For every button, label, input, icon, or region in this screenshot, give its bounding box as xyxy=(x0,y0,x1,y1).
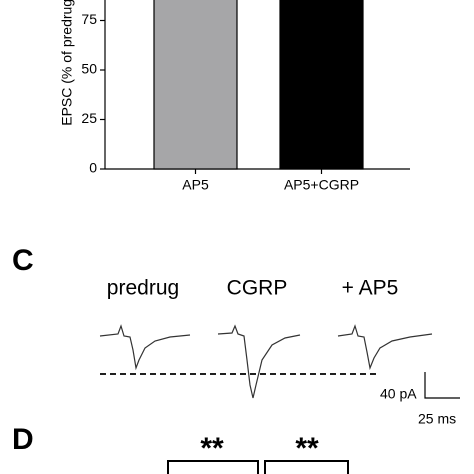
bar xyxy=(279,0,364,170)
bracket xyxy=(167,460,259,474)
panel-label: C xyxy=(12,244,34,277)
condition-label: + AP5 xyxy=(342,277,399,300)
condition-label: CGRP xyxy=(227,277,288,300)
panel-label: D xyxy=(12,423,34,456)
x-tick-label: AP5+CGRP xyxy=(284,177,359,193)
bar xyxy=(153,0,238,170)
y-tick-label: 0 xyxy=(89,160,97,176)
y-axis-label: EPSC (% of predrug) xyxy=(59,0,75,126)
scale-bar xyxy=(424,372,460,399)
y-tick-label: 50 xyxy=(81,61,97,77)
scale-label: 25 ms xyxy=(418,411,456,427)
significance: ** xyxy=(200,432,224,465)
bracket xyxy=(264,460,349,474)
trace xyxy=(337,324,433,371)
y-tick-label: 75 xyxy=(81,11,97,27)
y-tick-label: 25 xyxy=(81,110,97,126)
significance: ** xyxy=(295,432,319,465)
trace xyxy=(99,324,191,371)
scale-label: 40 pA xyxy=(380,386,417,402)
trace xyxy=(217,324,301,399)
x-tick-label: AP5 xyxy=(182,177,209,193)
condition-label: predrug xyxy=(107,277,179,300)
